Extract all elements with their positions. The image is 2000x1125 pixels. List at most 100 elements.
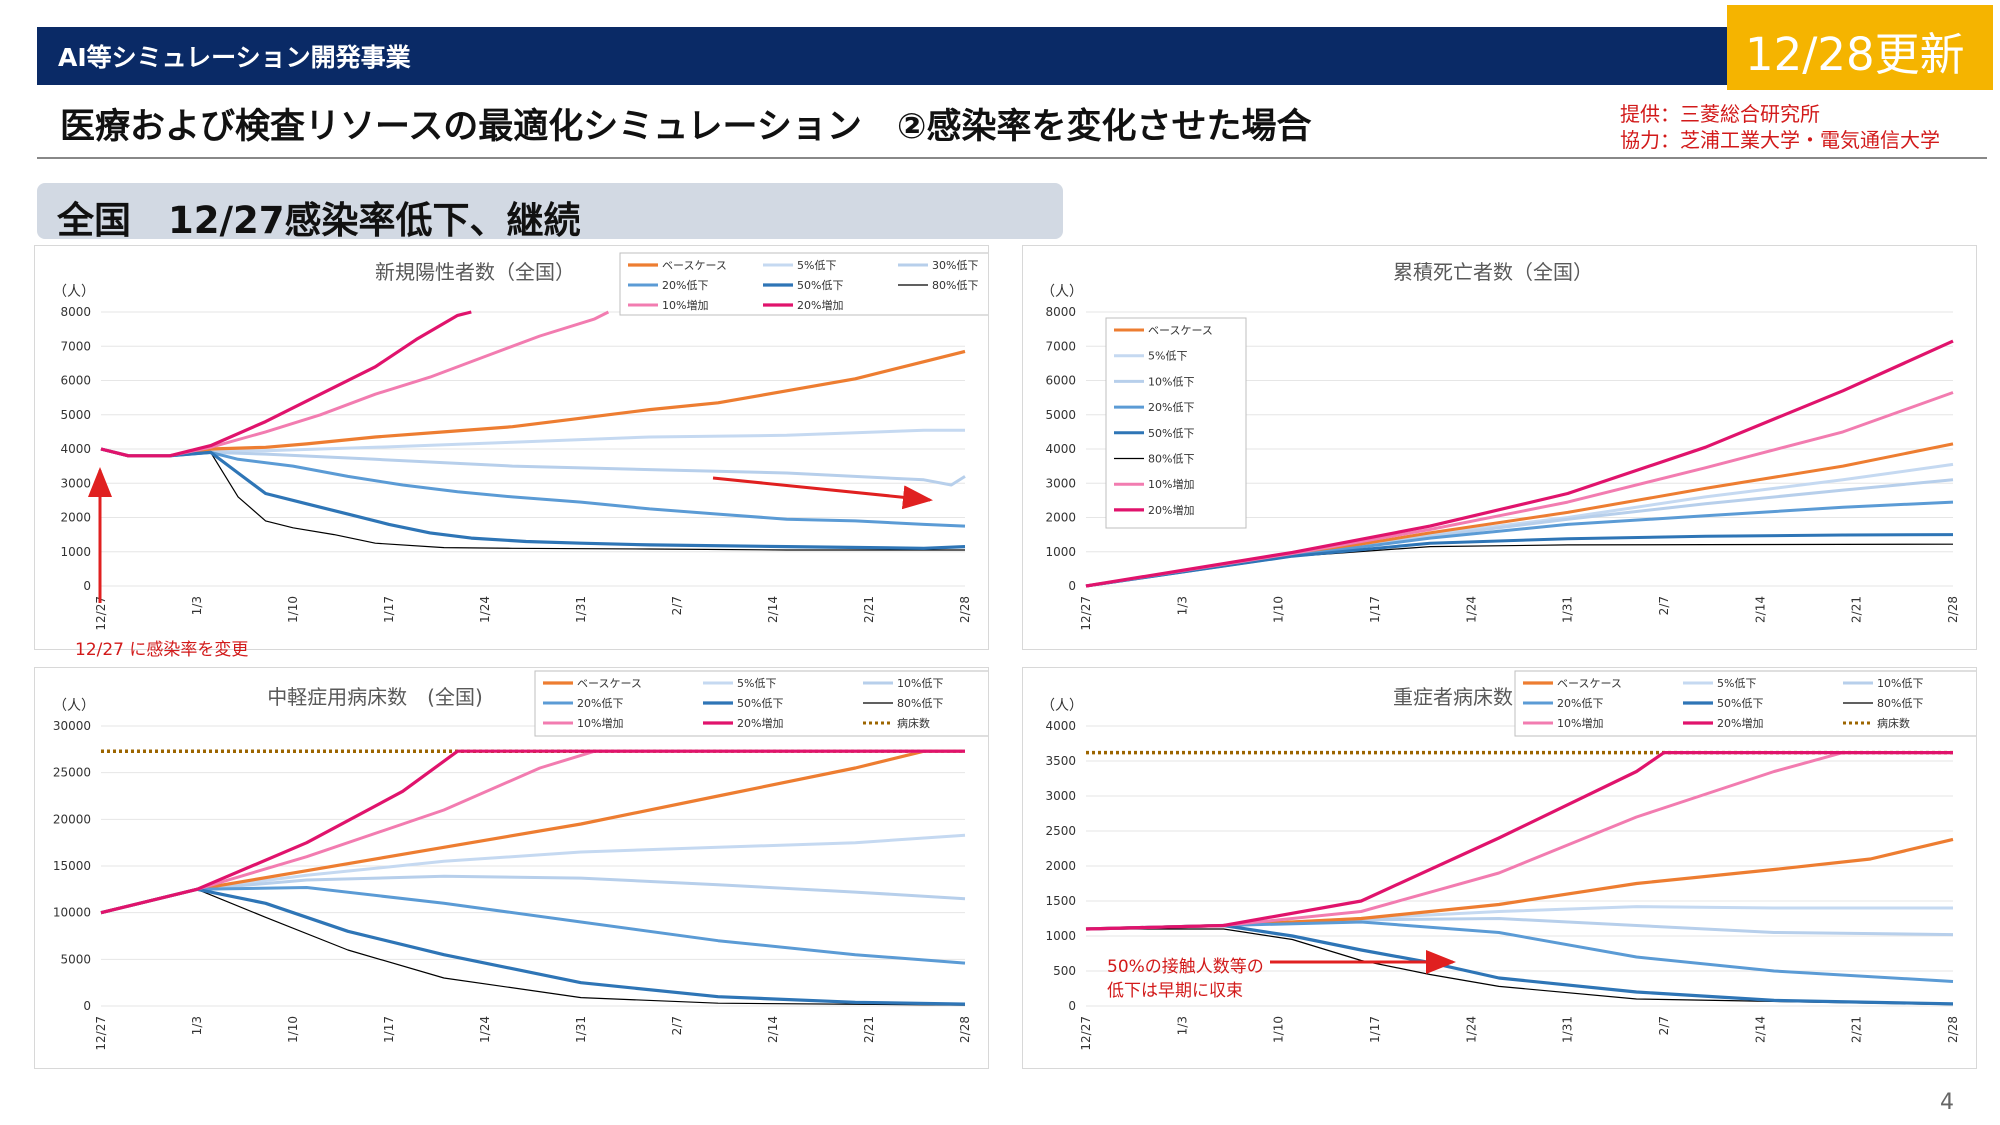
- series-line-minus10: [100, 874, 966, 915]
- legend-label: 10%低下: [1877, 677, 1923, 690]
- y-tick-label: 2000: [1045, 511, 1076, 525]
- legend-label: 20%低下: [662, 279, 708, 292]
- y-tick-label: 0: [83, 999, 91, 1013]
- series-line-base: [1085, 837, 1954, 931]
- y-tick-label: 25000: [53, 766, 91, 780]
- y-tick-label: 4000: [1045, 442, 1076, 456]
- update-badge: [1727, 5, 1993, 90]
- x-tick-label: 2/28: [1946, 1016, 1960, 1043]
- credit-cooperation: 協力：芝浦工業大学・電気通信大学: [1620, 128, 1940, 152]
- x-tick-label: 1/24: [478, 596, 492, 623]
- y-axis-unit: （人）: [53, 698, 95, 714]
- chart-panel-new-positives: 新規陽性者数（全国） （人） 0 1000 2000 3000 4000 5000 6000 70…: [34, 245, 1016, 650]
- y-tick-label: 8000: [1045, 305, 1076, 319]
- x-tick-label: 2/28: [958, 596, 972, 623]
- x-tick-label: 1/24: [1464, 596, 1478, 623]
- series-line-minus50: [1085, 533, 1954, 588]
- legend-label: 10%低下: [897, 677, 943, 690]
- y-tick-label: 1000: [60, 545, 91, 559]
- y-tick-label: 2500: [1045, 824, 1076, 838]
- x-tick-label: 1/10: [1272, 596, 1286, 623]
- x-tick-label: 1/31: [574, 596, 588, 623]
- legend-label: 50%低下: [1148, 427, 1194, 440]
- x-tick-label: 1/3: [1175, 596, 1189, 615]
- chart-cumulative-deaths: 累積死亡者数（全国） （人） 0 1000 2000 3000 4000 5000 6000 70…: [1041, 260, 1960, 631]
- series-line-plus20: [100, 310, 472, 458]
- x-tick-label: 1/17: [382, 596, 396, 623]
- y-tick-label: 500: [1053, 964, 1076, 978]
- legend-label: 80%低下: [897, 697, 943, 710]
- x-tick-label: 1/10: [286, 1016, 300, 1043]
- legend-label: ベースケース: [1557, 677, 1622, 690]
- chart-mild-beds: 中軽症用病床数 (全国) （人） 0 5000 10000 15000 20000 25000…: [53, 670, 1016, 1051]
- y-tick-label: 3000: [1045, 476, 1076, 490]
- x-tick-label: 1/3: [190, 596, 204, 615]
- series-line-plus20: [100, 749, 965, 915]
- x-tick-label: 12/27: [1079, 1016, 1093, 1051]
- x-tick-label: 2/14: [1753, 596, 1767, 623]
- y-tick-label: 3500: [1045, 754, 1076, 768]
- y-axis-unit: （人）: [1041, 698, 1083, 714]
- y-tick-label: 7000: [60, 339, 91, 353]
- x-tick-label: 1/17: [382, 1016, 396, 1043]
- x-tick-label: 1/24: [1464, 1016, 1478, 1043]
- series-line-minus80: [1086, 928, 1954, 1006]
- update-label: 12/28更新: [1745, 28, 1965, 81]
- legend-label: 病床数: [897, 716, 930, 730]
- chart-panel-cumulative-deaths: 累積死亡者数（全国） （人） 0 1000 2000 3000 4000 5000 6000 70…: [1022, 245, 1977, 650]
- legend-label: 20%低下: [1148, 401, 1194, 414]
- x-tick-label: 1/17: [1368, 1016, 1382, 1043]
- legend-label: 20%低下: [577, 697, 623, 710]
- x-tick-label: 2/28: [958, 1016, 972, 1043]
- x-tick-label: 2/21: [1850, 596, 1864, 623]
- legend-label: 10%増加: [1557, 717, 1603, 730]
- x-tick-label: 2/14: [766, 596, 780, 623]
- x-tick-label: 1/31: [574, 1016, 588, 1043]
- legend-label: 5%低下: [1148, 350, 1187, 363]
- legend-box: [1105, 317, 1247, 529]
- chart-panel-severe-beds: 重症者病床数（全国） （人） 0 500 1000 1500 2000 2500 3000 350…: [1022, 667, 1996, 1069]
- y-tick-label: 3000: [60, 476, 91, 490]
- legend-box: [1514, 670, 1996, 737]
- x-tick-label: 2/7: [1657, 1016, 1671, 1035]
- x-tick-label: 12/27: [94, 596, 108, 631]
- y-tick-label: 6000: [1045, 374, 1076, 388]
- legend-label: 5%低下: [737, 677, 776, 690]
- page-number: 4: [1940, 1090, 1954, 1115]
- series-line-plus20: [1085, 339, 1954, 588]
- x-tick-label: 2/7: [1657, 596, 1671, 615]
- y-tick-label: 0: [1068, 999, 1076, 1013]
- legend-label: 10%増加: [662, 299, 708, 312]
- legend-label: 10%増加: [577, 717, 623, 730]
- series-line-minus20: [1085, 920, 1954, 983]
- legend-label: 30%低下: [932, 259, 978, 272]
- y-tick-label: 1000: [1045, 545, 1076, 559]
- y-tick-label: 8000: [60, 305, 91, 319]
- series-line-minus50: [100, 447, 966, 550]
- x-tick-label: 1/3: [1175, 1016, 1189, 1035]
- x-tick-label: 1/17: [1368, 596, 1382, 623]
- x-tick-label: 1/10: [1272, 1016, 1286, 1043]
- y-tick-label: 1500: [1045, 894, 1076, 908]
- x-tick-label: 12/27: [94, 1016, 108, 1051]
- legend-label: 80%低下: [1877, 697, 1923, 710]
- chart-new-positives: 新規陽性者数（全国） （人） 0 1000 2000 3000 4000 5000 6000 70…: [53, 252, 1016, 631]
- legend-label: 80%低下: [1148, 453, 1194, 466]
- legend-label: 20%増加: [1148, 504, 1194, 517]
- header-bar: [37, 27, 1727, 85]
- program-title: AI等シミュレーション開発事業: [58, 43, 411, 72]
- y-axis-unit: （人）: [1041, 284, 1083, 300]
- y-tick-label: 0: [1068, 579, 1076, 593]
- y-tick-label: 3000: [1045, 789, 1076, 803]
- y-tick-label: 30000: [53, 719, 91, 733]
- chart-title: 新規陽性者数（全国）: [375, 260, 575, 284]
- y-tick-label: 15000: [53, 859, 91, 873]
- legend-label: 20%増加: [797, 299, 843, 312]
- x-tick-label: 2/21: [862, 1016, 876, 1043]
- legend-label: 10%増加: [1148, 478, 1194, 491]
- legend-label: ベースケース: [577, 677, 642, 690]
- section-title: 全国 12/27感染率低下、継続: [57, 199, 581, 242]
- x-tick-label: 1/24: [478, 1016, 492, 1043]
- chart-panel-mild-beds: 中軽症用病床数 (全国) （人） 0 5000 10000 15000 20000 25000…: [34, 667, 1016, 1069]
- legend-label: 病床数: [1877, 716, 1910, 730]
